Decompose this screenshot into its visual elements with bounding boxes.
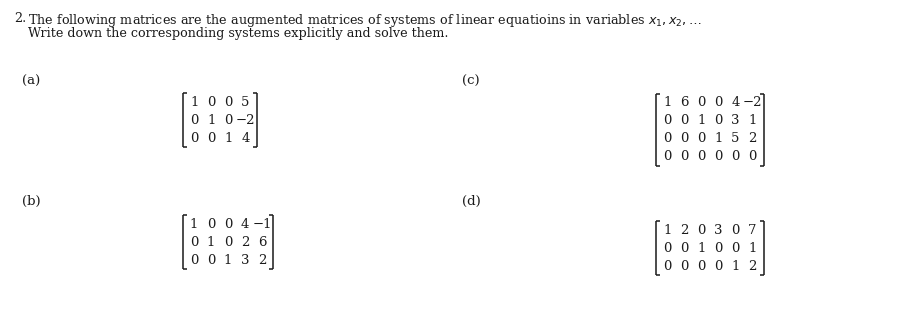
Text: 1: 1 (663, 97, 672, 109)
Text: 0: 0 (224, 218, 232, 230)
Text: 5: 5 (241, 96, 249, 108)
Text: 0: 0 (207, 132, 215, 144)
Text: 2: 2 (680, 223, 688, 237)
Text: 2: 2 (748, 259, 757, 273)
Text: 0: 0 (663, 151, 672, 163)
Text: 2: 2 (748, 133, 757, 145)
Text: 2.: 2. (14, 12, 26, 25)
Text: The following matrices are the augmented matrices of systems of linear equatioin: The following matrices are the augmented… (28, 12, 702, 29)
Text: 0: 0 (714, 115, 723, 127)
Text: 0: 0 (748, 151, 757, 163)
Text: 0: 0 (225, 114, 233, 126)
Text: (a): (a) (22, 75, 41, 88)
Text: 0: 0 (731, 241, 740, 255)
Text: 4: 4 (241, 218, 249, 230)
Text: 0: 0 (731, 151, 740, 163)
Text: 0: 0 (698, 223, 706, 237)
Text: 0: 0 (224, 236, 232, 248)
Text: 0: 0 (731, 223, 740, 237)
Text: 0: 0 (698, 97, 706, 109)
Text: 6: 6 (680, 97, 688, 109)
Text: 0: 0 (680, 151, 688, 163)
Text: (c): (c) (462, 75, 480, 88)
Text: 0: 0 (207, 96, 215, 108)
Text: 1: 1 (207, 236, 215, 248)
Text: 1: 1 (190, 96, 199, 108)
Text: 0: 0 (190, 132, 199, 144)
Text: 0: 0 (190, 114, 199, 126)
Text: 0: 0 (663, 259, 672, 273)
Text: 1: 1 (663, 223, 672, 237)
Text: 1: 1 (698, 115, 706, 127)
Text: 0: 0 (714, 97, 723, 109)
Text: 1: 1 (225, 132, 233, 144)
Text: 0: 0 (698, 151, 706, 163)
Text: 4: 4 (731, 97, 740, 109)
Text: 0: 0 (680, 115, 688, 127)
Text: 1: 1 (224, 254, 232, 266)
Text: 0: 0 (189, 236, 198, 248)
Text: 0: 0 (663, 133, 672, 145)
Text: 6: 6 (258, 236, 266, 248)
Text: 3: 3 (241, 254, 249, 266)
Text: 1: 1 (698, 241, 706, 255)
Text: 1: 1 (207, 114, 215, 126)
Text: 0: 0 (714, 259, 723, 273)
Text: 0: 0 (680, 241, 688, 255)
Text: 0: 0 (698, 259, 706, 273)
Text: 1: 1 (748, 241, 757, 255)
Text: Write down the corresponding systems explicitly and solve them.: Write down the corresponding systems exp… (28, 27, 448, 40)
Text: 0: 0 (680, 133, 688, 145)
Text: 3: 3 (714, 223, 723, 237)
Text: 0: 0 (663, 241, 672, 255)
Text: 1: 1 (731, 259, 740, 273)
Text: 0: 0 (189, 254, 198, 266)
Text: (b): (b) (22, 195, 41, 208)
Text: 0: 0 (207, 254, 215, 266)
Text: 1: 1 (714, 133, 723, 145)
Text: −1: −1 (252, 218, 272, 230)
Text: 7: 7 (748, 223, 757, 237)
Text: 0: 0 (663, 115, 672, 127)
Text: −2: −2 (743, 97, 762, 109)
Text: 2: 2 (241, 236, 249, 248)
Text: 2: 2 (258, 254, 266, 266)
Text: 0: 0 (207, 218, 215, 230)
Text: 0: 0 (714, 241, 723, 255)
Text: 0: 0 (714, 151, 723, 163)
Text: 0: 0 (225, 96, 233, 108)
Text: 0: 0 (680, 259, 688, 273)
Text: −2: −2 (236, 114, 255, 126)
Text: 4: 4 (241, 132, 249, 144)
Text: 3: 3 (731, 115, 740, 127)
Text: 0: 0 (698, 133, 706, 145)
Text: 5: 5 (731, 133, 740, 145)
Text: 1: 1 (189, 218, 198, 230)
Text: 1: 1 (748, 115, 757, 127)
Text: (d): (d) (462, 195, 480, 208)
